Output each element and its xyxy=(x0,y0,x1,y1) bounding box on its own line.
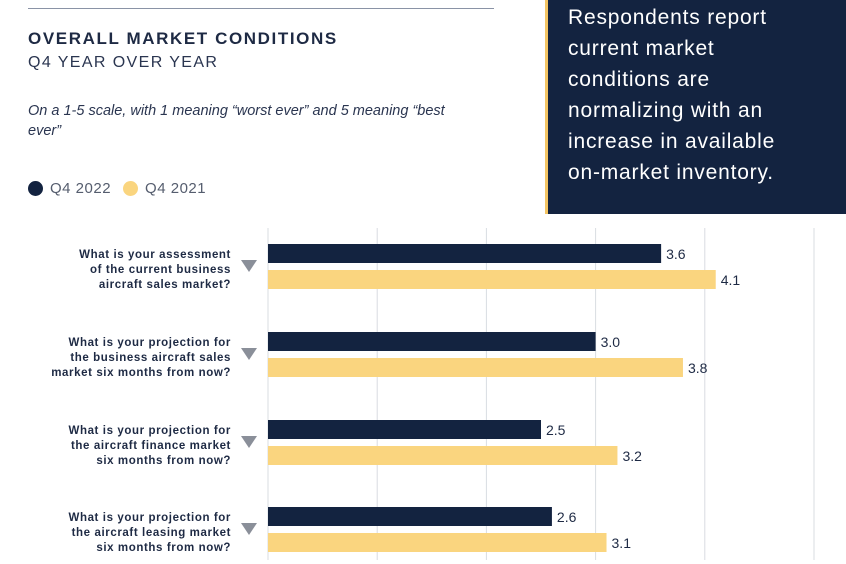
question-label-line: six months from now? xyxy=(96,455,231,467)
question-label: What is your assessment of the current bu… xyxy=(79,249,231,291)
value-label: 4.1 xyxy=(721,272,741,288)
bar-q4-2022 xyxy=(268,332,596,351)
bar-q4-2021 xyxy=(268,358,683,377)
value-label: 2.6 xyxy=(557,509,577,525)
question-label-line: What is your assessment xyxy=(79,249,231,261)
question-label-line: What is your projection for xyxy=(68,512,231,524)
question-label-line: the aircraft finance market xyxy=(71,440,231,452)
value-label: 2.5 xyxy=(546,422,566,438)
question-label-line: What is your projection for xyxy=(68,337,231,349)
callout-box: Respondents report current market condit… xyxy=(545,0,846,214)
legend-item-q4-2022: Q4 2022 xyxy=(28,180,111,197)
value-label: 3.8 xyxy=(688,360,708,376)
value-label: 3.6 xyxy=(666,246,686,262)
question-label-line: of the current business xyxy=(90,264,231,276)
chart-title: OVERALL MARKET CONDITIONS xyxy=(28,29,338,48)
question-label: What is your projection for the aircraft … xyxy=(68,425,231,467)
scale-note: On a 1-5 scale, with 1 meaning “worst ev… xyxy=(28,103,445,139)
legend: Q4 2022 Q4 2021 xyxy=(28,180,218,197)
value-label: 3.2 xyxy=(622,448,642,464)
value-label: 3.1 xyxy=(612,535,632,551)
question-label: What is your projection for the aircraft … xyxy=(68,512,231,554)
bar-q4-2021 xyxy=(268,270,716,289)
bar-q4-2022 xyxy=(268,244,662,263)
value-label: 3.0 xyxy=(601,334,621,350)
triangle-down-icon xyxy=(241,348,257,360)
legend-item-q4-2021: Q4 2021 xyxy=(123,180,206,197)
question-label: What is your projection for the business … xyxy=(51,337,231,379)
bar-q4-2021 xyxy=(268,533,607,552)
question-label-line: What is your projection for xyxy=(68,425,231,437)
triangle-down-icon xyxy=(241,436,257,448)
triangle-down-icon xyxy=(241,523,257,535)
legend-swatch-q4-2021 xyxy=(123,181,139,196)
question-label-line: market six months from now? xyxy=(51,367,231,379)
legend-label-q4-2022: Q4 2022 xyxy=(50,180,112,197)
bar-q4-2022 xyxy=(268,507,552,526)
bar-q4-2021 xyxy=(268,446,618,465)
question-label-line: six months from now? xyxy=(96,542,231,554)
triangle-down-icon xyxy=(241,260,257,272)
legend-label-q4-2021: Q4 2021 xyxy=(145,180,207,197)
question-label-line: aircraft sales market? xyxy=(99,279,231,291)
callout-text: Respondents report current market condit… xyxy=(568,6,776,184)
question-label-line: the business aircraft sales xyxy=(70,352,231,364)
bar-q4-2022 xyxy=(268,420,541,439)
top-divider xyxy=(28,8,494,9)
chart-subtitle: Q4 YEAR OVER YEAR xyxy=(28,54,219,71)
question-label-line: the aircraft leasing market xyxy=(72,527,231,539)
legend-swatch-q4-2022 xyxy=(28,181,43,196)
